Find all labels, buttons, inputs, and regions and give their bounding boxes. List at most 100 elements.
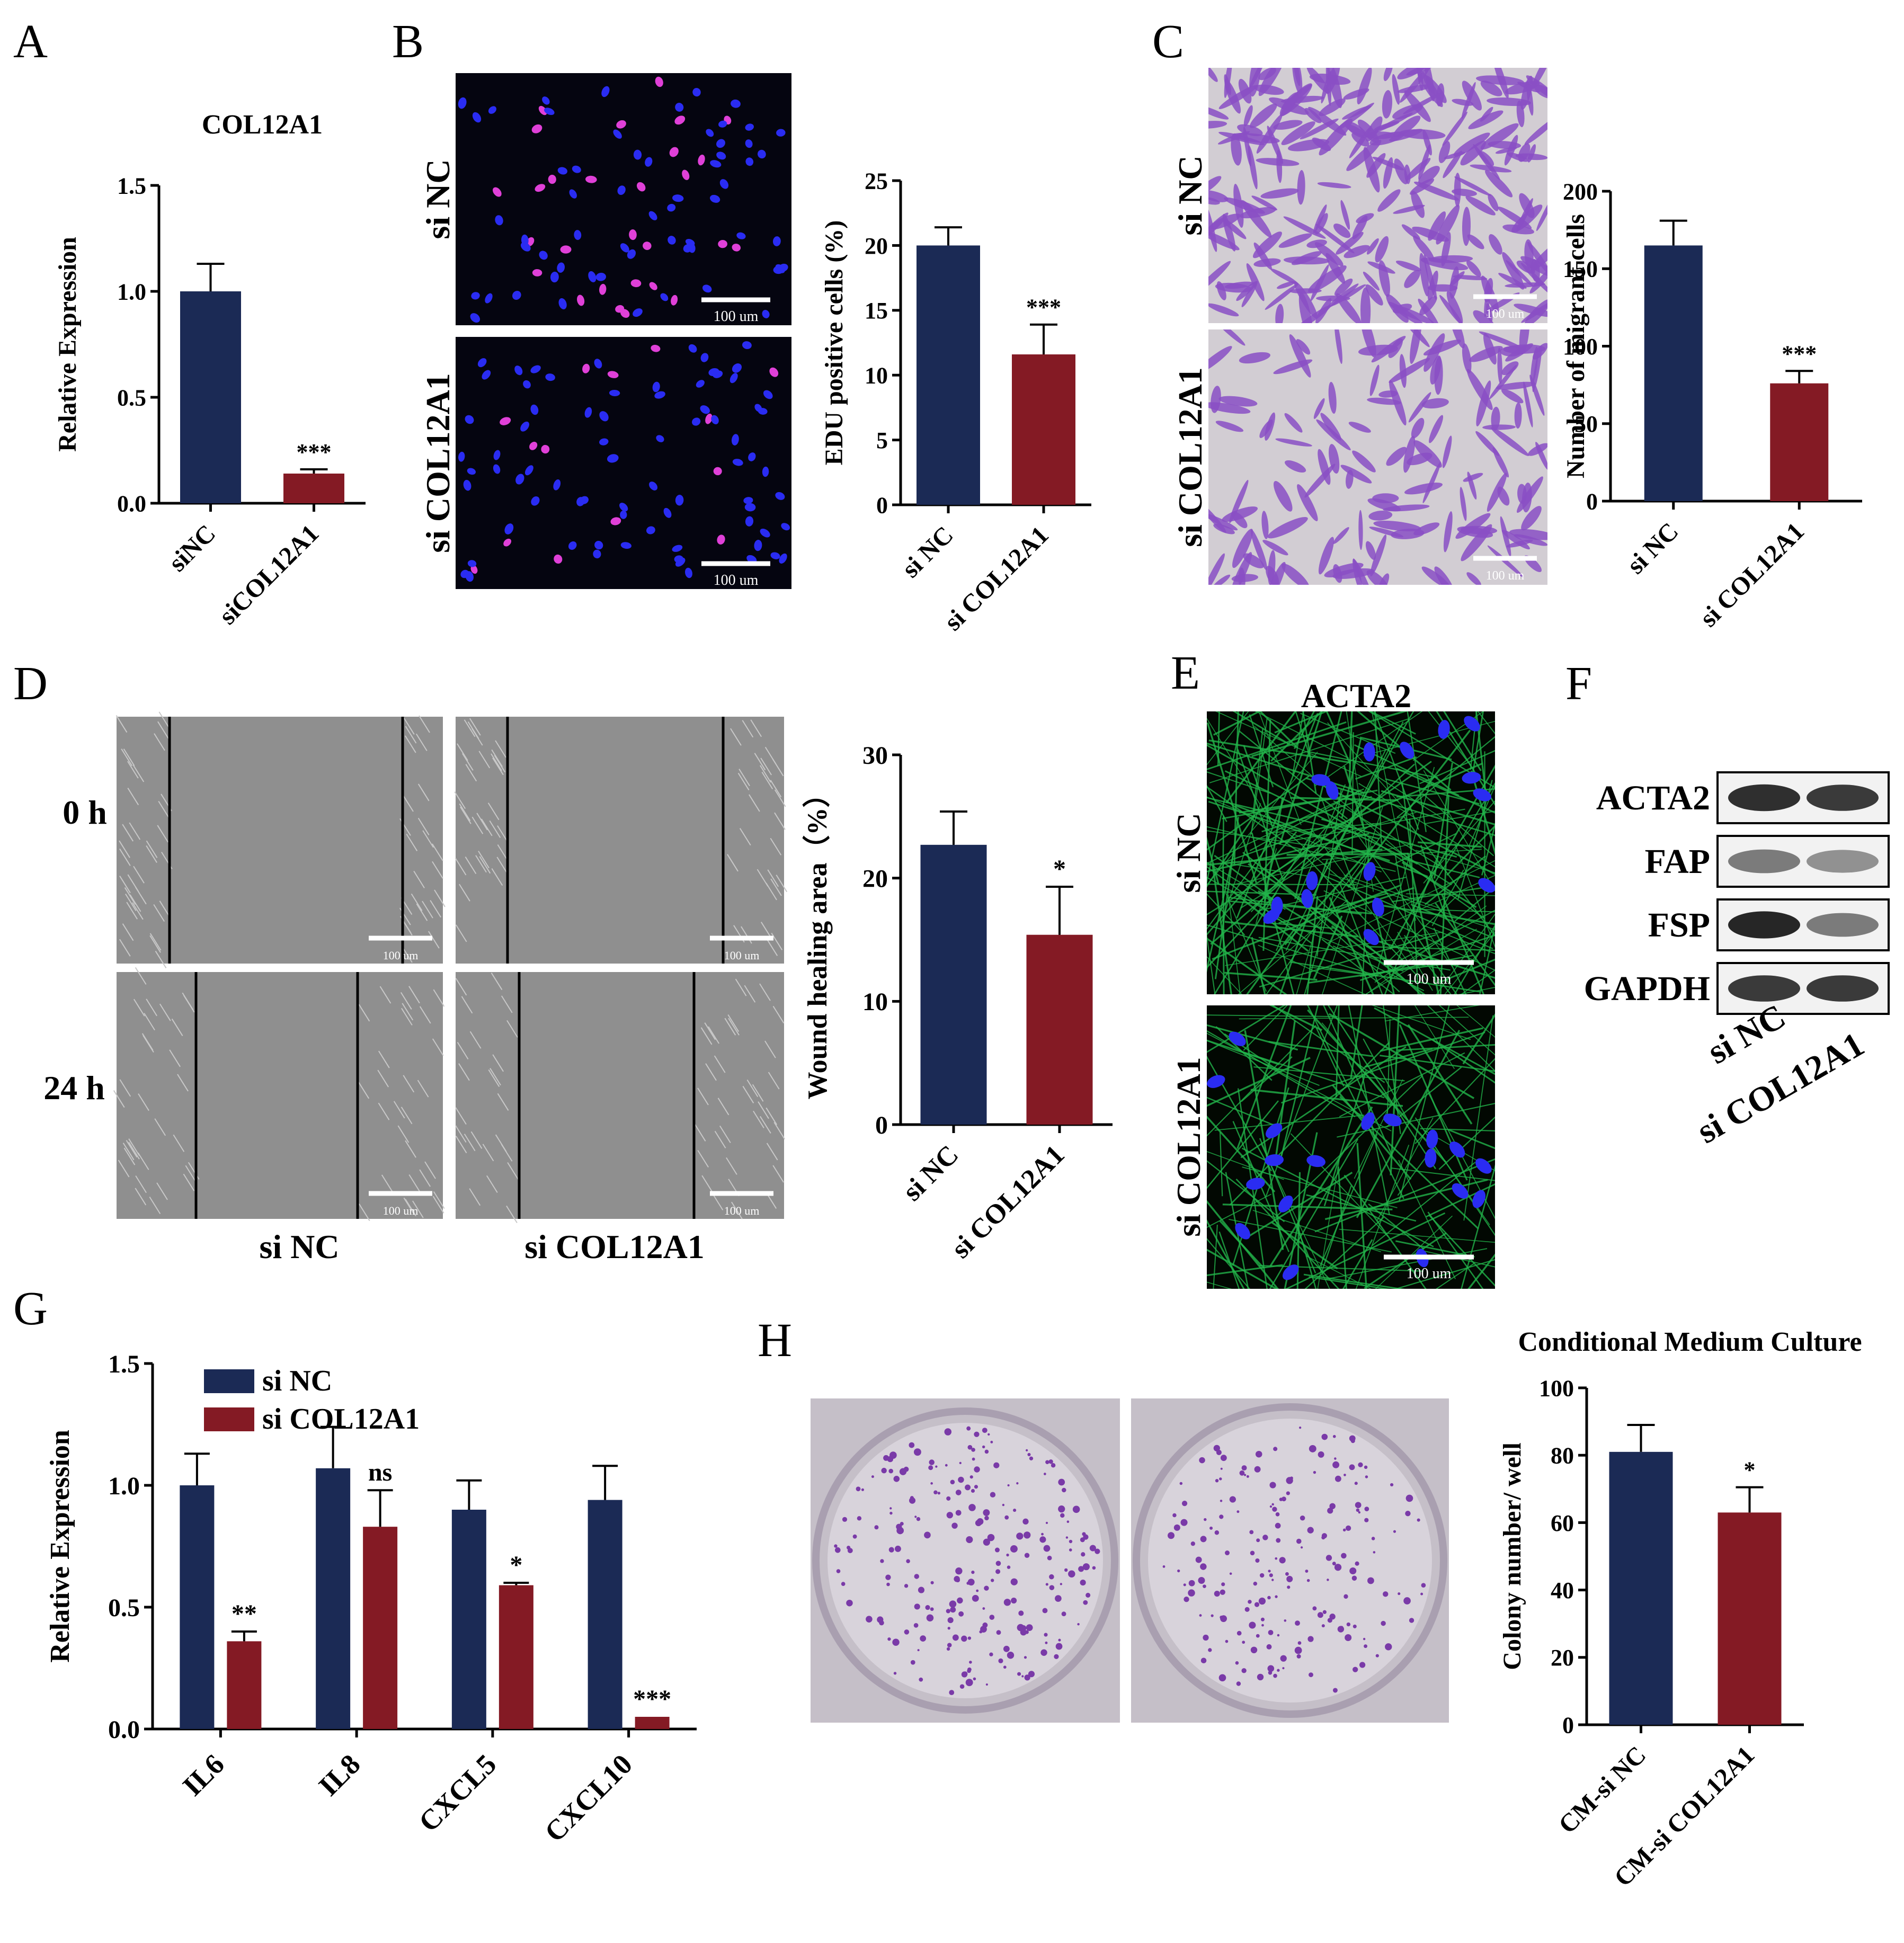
cell (123, 1147, 136, 1165)
actin-fiber (1275, 1020, 1296, 1157)
nucleus (633, 149, 642, 160)
nucleus (599, 438, 609, 445)
e-title: ACTA2 (1301, 677, 1412, 715)
cell (489, 820, 501, 838)
nucleus (711, 415, 719, 425)
nucleus (512, 291, 521, 300)
actin-fiber (1279, 711, 1323, 845)
cell (149, 935, 161, 953)
migrant-cell (1514, 402, 1522, 429)
colony (1253, 1581, 1258, 1586)
protein-band (1807, 975, 1879, 1002)
cell (146, 845, 157, 863)
nucleus (558, 298, 567, 309)
colony (1027, 1452, 1031, 1457)
colony (1259, 1573, 1265, 1578)
nucleus (1475, 1158, 1492, 1174)
colony (989, 1652, 993, 1656)
cell (135, 1175, 147, 1193)
nucleus (616, 120, 626, 129)
colony (1055, 1595, 1062, 1602)
cell (118, 1160, 130, 1178)
colony (1083, 1600, 1088, 1605)
cell (141, 1033, 154, 1051)
colony (1010, 1578, 1018, 1585)
colony (971, 1448, 975, 1452)
migrant-cell (1382, 90, 1393, 119)
migrant-cell (1232, 529, 1253, 568)
migrant-cell (1488, 193, 1499, 211)
nucleus (743, 497, 753, 504)
migrant-cell (1218, 85, 1258, 109)
colony (1225, 1550, 1230, 1556)
nucleus (620, 542, 631, 549)
actin-fiber (1239, 730, 1348, 819)
legend-label: si COL12A1 (262, 1403, 420, 1436)
colony (1214, 1590, 1220, 1597)
cell (177, 1074, 189, 1092)
colony (842, 1517, 848, 1522)
colony (1329, 1614, 1336, 1620)
nucleus (674, 115, 686, 125)
nucleus (1306, 1155, 1325, 1167)
colony (1066, 1520, 1070, 1523)
colony (1007, 1652, 1015, 1659)
nucleus (488, 106, 496, 114)
nucleus (729, 373, 738, 384)
y-tick-label: 1.5 (117, 173, 146, 199)
actin-fiber (1354, 761, 1443, 819)
colony (1005, 1600, 1010, 1605)
colony-well-cm-si-col12a1 (1131, 1398, 1449, 1723)
actin-fiber (1296, 1224, 1317, 1289)
colony (1421, 1583, 1426, 1588)
cell (132, 764, 145, 782)
actin-fiber (1426, 1183, 1495, 1218)
colony (1250, 1550, 1255, 1556)
nucleus (674, 555, 684, 563)
actin-fiber (1319, 1134, 1378, 1269)
actin-fiber (1397, 1044, 1495, 1051)
migrant-cell (1421, 566, 1451, 585)
colony (1312, 1606, 1317, 1611)
actin-fiber (1454, 843, 1495, 948)
colony (1017, 1672, 1021, 1676)
migrant-cell (1460, 487, 1467, 521)
migrant-cell (1422, 461, 1441, 503)
colony (1358, 1462, 1363, 1467)
colony (949, 1600, 957, 1608)
actin-fiber (1403, 934, 1452, 994)
cell (488, 1069, 500, 1087)
cell (759, 765, 771, 783)
nucleus (617, 185, 626, 195)
nucleus (760, 528, 770, 538)
colony (1219, 1477, 1222, 1481)
migrant-cell (1306, 239, 1327, 248)
cell (428, 931, 440, 949)
colony (877, 1616, 884, 1623)
colony (1188, 1580, 1195, 1587)
colony (1284, 1619, 1287, 1622)
colony (1236, 1681, 1241, 1686)
actin-fiber (1376, 1117, 1434, 1222)
migrant-cell (1368, 510, 1393, 521)
migrant-cell (1443, 511, 1453, 552)
migrant-cell (1278, 233, 1312, 248)
cell (432, 1196, 444, 1214)
actin-fiber (1375, 939, 1495, 979)
cell (455, 858, 467, 876)
nucleus (458, 97, 467, 109)
colony (962, 1671, 968, 1677)
colony (1209, 1526, 1213, 1530)
scale-bar-label: 100 um (1486, 569, 1525, 583)
colony (1309, 1445, 1316, 1452)
migrant-cell (1231, 133, 1242, 166)
cell (358, 1204, 370, 1222)
migrant-cell (1352, 450, 1376, 473)
colony (1044, 1633, 1048, 1637)
cell (158, 800, 170, 819)
cell (773, 1122, 786, 1140)
migrant-cell (1285, 460, 1306, 473)
chart-c: 0 50 100 150 200 Number of migrant cells si NC… (1562, 179, 1862, 632)
nucleus (1265, 1154, 1284, 1166)
migrant-cell (1469, 346, 1503, 362)
